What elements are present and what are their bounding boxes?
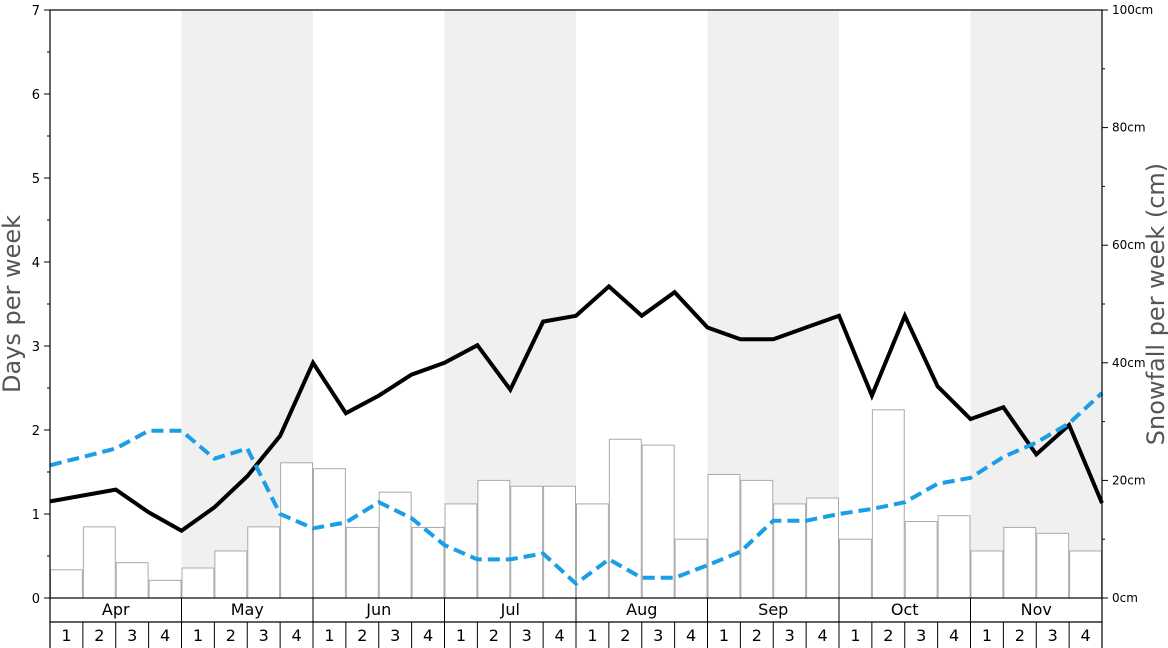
left-tick-label: 0 (32, 592, 40, 607)
month-shading (181, 10, 1102, 598)
week-label: 2 (883, 626, 893, 645)
week-label: 4 (423, 626, 433, 645)
snowfall-bar (641, 444, 675, 599)
week-label: 2 (94, 626, 104, 645)
snowfall-bar (707, 474, 741, 599)
week-label: 4 (817, 626, 827, 645)
month-label-aug: Aug (626, 600, 657, 619)
right-tick-label: 20cm (1112, 473, 1146, 487)
month-label-sep: Sep (758, 600, 788, 619)
right-tick-label: 60cm (1112, 238, 1146, 252)
snowfall-bar (1003, 526, 1037, 599)
week-label: 1 (850, 626, 860, 645)
snowfall-bar (740, 479, 774, 599)
week-label: 2 (1015, 626, 1025, 645)
snowfall-bar (477, 479, 511, 599)
month-label-jun: Jun (365, 600, 391, 619)
week-label: 3 (785, 626, 795, 645)
left-tick-label: 3 (32, 340, 40, 355)
week-label: 3 (127, 626, 137, 645)
week-label: 2 (489, 626, 499, 645)
week-row: 1 2 3 4 1 2 3 4 1 2 3 4 1 2 3 4 1 2 3 4 1 2 3 4 1 2 3 4 1 2 3 4 (49, 622, 1103, 648)
week-label: 1 (587, 626, 597, 645)
month-shade-nov (970, 10, 1102, 598)
left-tick-label: 4 (32, 256, 40, 271)
week-label: 4 (160, 626, 170, 645)
right-tick-label: 0cm (1112, 591, 1138, 605)
snowfall-bar (806, 497, 839, 599)
day-lines (49, 283, 1104, 587)
solid-series-line (49, 283, 1104, 534)
week-label: 1 (324, 626, 334, 645)
month-label-apr: Apr (102, 600, 130, 619)
left-tick-label: 1 (32, 508, 40, 523)
dashed-series-line (49, 391, 1104, 587)
week-label: 4 (291, 626, 301, 645)
snowfall-bar (82, 526, 116, 599)
week-label: 2 (752, 626, 762, 645)
month-label-may: May (231, 600, 264, 619)
right-tick-label: 40cm (1112, 356, 1146, 370)
snowfall-bar (313, 468, 346, 599)
snowfall-bar (510, 485, 544, 599)
left-tick-label: 5 (32, 172, 40, 187)
left-tick-label: 6 (32, 88, 40, 103)
month-row: Apr May Jun Jul Aug Sep Oct Nov (49, 598, 1103, 623)
week-label: 2 (226, 626, 236, 645)
snowfall-bar (1069, 550, 1102, 599)
week-label: 1 (456, 626, 466, 645)
week-label: 1 (61, 626, 71, 645)
snowfall-bar (247, 526, 281, 599)
week-label: 3 (259, 626, 269, 645)
month-label-nov: Nov (1021, 600, 1052, 619)
week-label: 3 (390, 626, 400, 645)
left-tick-label: 7 (32, 4, 40, 19)
snowfall-bar (378, 491, 412, 599)
snowfall-bar (608, 438, 642, 599)
snowfall-bar (839, 538, 872, 599)
week-label: 4 (686, 626, 696, 645)
week-label: 3 (916, 626, 926, 645)
week-label: 1 (982, 626, 992, 645)
snowfall-bar (773, 503, 807, 599)
week-label: 1 (719, 626, 729, 645)
week-label: 2 (620, 626, 630, 645)
right-tick-label: 80cm (1112, 121, 1146, 135)
month-label-oct: Oct (891, 600, 919, 619)
snowfall-bar (280, 462, 313, 599)
week-label: 4 (1080, 626, 1090, 645)
week-label: 1 (193, 626, 203, 645)
snowfall-bar (50, 569, 83, 599)
week-label: 4 (554, 626, 564, 645)
left-axis-ticks: 0 1 2 3 4 5 6 7 (32, 4, 50, 607)
week-label: 3 (522, 626, 532, 645)
week-label: 3 (653, 626, 663, 645)
snowfall-bars (50, 409, 1102, 599)
week-label: 4 (949, 626, 959, 645)
snowfall-bar (214, 550, 248, 599)
right-axis-ticks: 0cm 20cm 40cm 60cm 80cm 100cm (1102, 3, 1153, 605)
snowfall-bar (115, 562, 149, 599)
left-tick-label: 2 (32, 424, 40, 439)
snowfall-bar (148, 579, 182, 599)
week-label: 2 (357, 626, 367, 645)
month-label-jul: Jul (500, 600, 520, 619)
right-tick-label: 100cm (1112, 3, 1153, 17)
snowfall-bar (576, 503, 609, 599)
left-axis-title: Days per week (0, 215, 26, 393)
snowfall-bar (970, 550, 1004, 599)
snowfall-bar (411, 526, 445, 599)
snowfall-bar (937, 515, 971, 599)
snowfall-bar (1036, 532, 1070, 599)
snowfall-bar (345, 526, 379, 599)
week-label: 3 (1048, 626, 1058, 645)
snowfall-bar (181, 567, 215, 599)
right-axis-title: Snowfall per week (cm) (1142, 163, 1168, 445)
snowfall-bar (904, 521, 938, 599)
